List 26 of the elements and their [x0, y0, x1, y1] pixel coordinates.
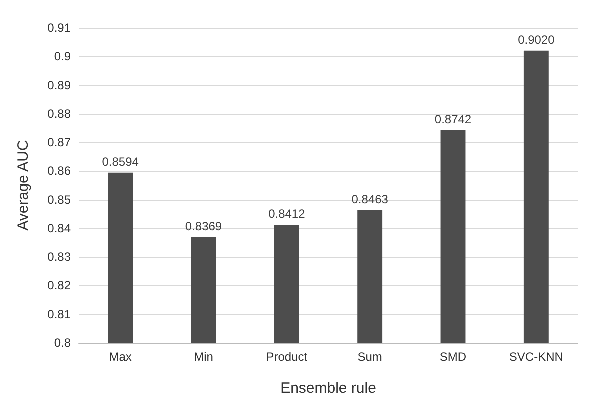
y-tick-label: 0.89	[48, 78, 72, 92]
y-tick-label: 0.82	[48, 278, 72, 293]
x-tick-label: Max	[109, 350, 132, 364]
x-tick-label: Product	[266, 350, 308, 364]
y-axis-title: Average AUC	[15, 140, 32, 231]
data-label: 0.8463	[352, 192, 389, 206]
data-label: 0.8742	[434, 112, 472, 127]
y-tick-label: 0.8	[54, 336, 72, 350]
data-label: 0.8369	[185, 219, 222, 234]
x-tick-label: SMD	[440, 350, 467, 364]
y-tick-label: 0.91	[48, 21, 72, 35]
y-tick-label: 0.83	[48, 250, 72, 264]
y-tick-label: 0.86	[48, 164, 72, 178]
x-tick-label: SVC-KNN	[509, 350, 564, 364]
data-label: 0.9020	[518, 32, 556, 47]
y-tick-label: 0.81	[48, 307, 72, 322]
x-axis-title: Ensemble rule	[280, 380, 376, 397]
data-label: 0.8594	[102, 154, 140, 169]
y-tick-label: 0.88	[48, 106, 72, 121]
y-tick-label: 0.85	[48, 192, 72, 207]
x-tick-label: Min	[194, 350, 214, 364]
y-tick-label: 0.9	[54, 50, 72, 64]
x-tick-label: Sum	[358, 350, 382, 364]
data-label: 0.8412	[268, 207, 306, 222]
y-tick-label: 0.87	[48, 136, 72, 150]
y-tick-label: 0.84	[48, 221, 72, 236]
